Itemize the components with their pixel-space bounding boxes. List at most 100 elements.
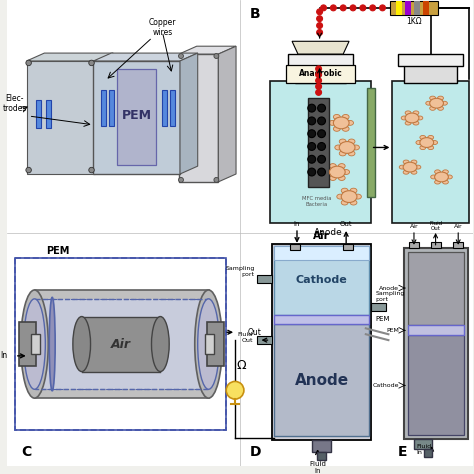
Bar [207, 322, 224, 365]
Bar [7, 233, 240, 466]
Circle shape [360, 5, 366, 11]
Circle shape [318, 143, 326, 150]
Ellipse shape [428, 146, 434, 150]
Bar [15, 257, 226, 429]
Circle shape [316, 72, 321, 78]
Bar [288, 54, 353, 66]
Text: Fluid
Out: Fluid Out [237, 332, 253, 343]
Text: Anode: Anode [314, 228, 343, 237]
Circle shape [308, 104, 316, 112]
Text: In: In [294, 221, 300, 227]
Text: Air: Air [313, 231, 330, 241]
Text: 1KΩ: 1KΩ [406, 17, 422, 26]
Bar [274, 315, 369, 324]
Polygon shape [93, 53, 198, 61]
Circle shape [308, 143, 316, 150]
Text: In: In [0, 351, 7, 360]
Ellipse shape [430, 106, 436, 110]
Bar [109, 91, 114, 126]
Ellipse shape [343, 170, 350, 174]
Ellipse shape [338, 164, 345, 169]
Ellipse shape [338, 175, 345, 181]
Ellipse shape [435, 170, 440, 174]
Text: PEM: PEM [46, 246, 70, 255]
Ellipse shape [195, 290, 222, 398]
Ellipse shape [441, 101, 447, 105]
Circle shape [320, 5, 327, 11]
Bar [424, 449, 432, 457]
Circle shape [316, 90, 321, 95]
Bar [392, 81, 469, 223]
Circle shape [316, 66, 321, 72]
Ellipse shape [341, 200, 348, 205]
Ellipse shape [401, 116, 407, 120]
Circle shape [26, 60, 31, 66]
Text: C: C [21, 445, 31, 459]
Ellipse shape [431, 175, 437, 179]
Ellipse shape [405, 113, 419, 123]
Ellipse shape [438, 106, 444, 110]
Bar [179, 54, 219, 182]
Ellipse shape [339, 151, 346, 156]
Ellipse shape [403, 162, 417, 172]
Text: B: B [250, 7, 260, 21]
Polygon shape [95, 53, 113, 174]
Bar [391, 1, 438, 15]
Ellipse shape [342, 127, 349, 131]
Bar [240, 0, 473, 233]
Bar [257, 336, 273, 344]
Ellipse shape [348, 151, 355, 156]
Ellipse shape [329, 120, 336, 125]
Bar [273, 244, 371, 440]
Ellipse shape [413, 111, 419, 115]
Circle shape [350, 5, 356, 11]
Text: Out: Out [248, 328, 262, 337]
Bar [409, 242, 419, 248]
Ellipse shape [339, 142, 355, 154]
Bar [35, 299, 209, 389]
Text: Air: Air [410, 224, 418, 228]
Bar [343, 244, 353, 250]
Bar [290, 244, 300, 250]
Bar [35, 290, 209, 398]
Bar [398, 54, 463, 66]
Polygon shape [179, 46, 236, 54]
Circle shape [317, 29, 322, 36]
Ellipse shape [413, 121, 419, 125]
Bar [82, 317, 160, 372]
Circle shape [318, 104, 326, 112]
Bar [405, 1, 411, 15]
Ellipse shape [350, 200, 357, 205]
Bar [170, 91, 175, 126]
Circle shape [318, 168, 326, 176]
Ellipse shape [417, 116, 423, 120]
Ellipse shape [430, 96, 436, 100]
Bar [367, 89, 374, 197]
Ellipse shape [432, 141, 438, 145]
Ellipse shape [403, 170, 409, 174]
Bar [101, 91, 106, 126]
Bar [404, 248, 468, 439]
Ellipse shape [415, 165, 421, 169]
Circle shape [370, 5, 375, 11]
Text: Anode: Anode [379, 285, 399, 291]
Polygon shape [219, 46, 236, 182]
Bar [36, 100, 41, 128]
Text: Air: Air [111, 337, 131, 351]
Ellipse shape [411, 160, 417, 164]
Ellipse shape [435, 172, 448, 182]
Ellipse shape [428, 136, 434, 139]
Bar [414, 1, 420, 15]
Bar [7, 0, 240, 233]
Circle shape [317, 9, 322, 15]
Circle shape [317, 16, 322, 22]
Ellipse shape [342, 114, 349, 119]
Ellipse shape [333, 117, 349, 129]
Polygon shape [27, 53, 113, 61]
Bar [317, 452, 327, 460]
Text: D: D [250, 445, 261, 459]
Bar [19, 322, 36, 365]
Bar [274, 324, 369, 437]
Text: Anaerobic: Anaerobic [299, 69, 342, 78]
Text: Fluid
In: Fluid In [309, 461, 326, 474]
